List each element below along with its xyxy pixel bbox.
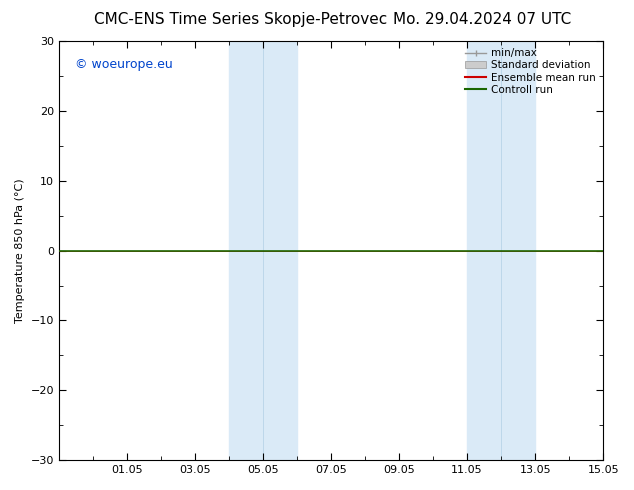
Bar xyxy=(467,41,501,460)
Bar xyxy=(263,41,297,460)
Legend: min/max, Standard deviation, Ensemble mean run, Controll run: min/max, Standard deviation, Ensemble me… xyxy=(463,46,598,97)
Bar xyxy=(501,41,535,460)
Text: CMC-ENS Time Series Skopje-Petrovec: CMC-ENS Time Series Skopje-Petrovec xyxy=(94,12,387,27)
Bar xyxy=(229,41,263,460)
Text: Mo. 29.04.2024 07 UTC: Mo. 29.04.2024 07 UTC xyxy=(392,12,571,27)
Text: © woeurope.eu: © woeurope.eu xyxy=(75,58,173,71)
Y-axis label: Temperature 850 hPa (°C): Temperature 850 hPa (°C) xyxy=(15,178,25,323)
